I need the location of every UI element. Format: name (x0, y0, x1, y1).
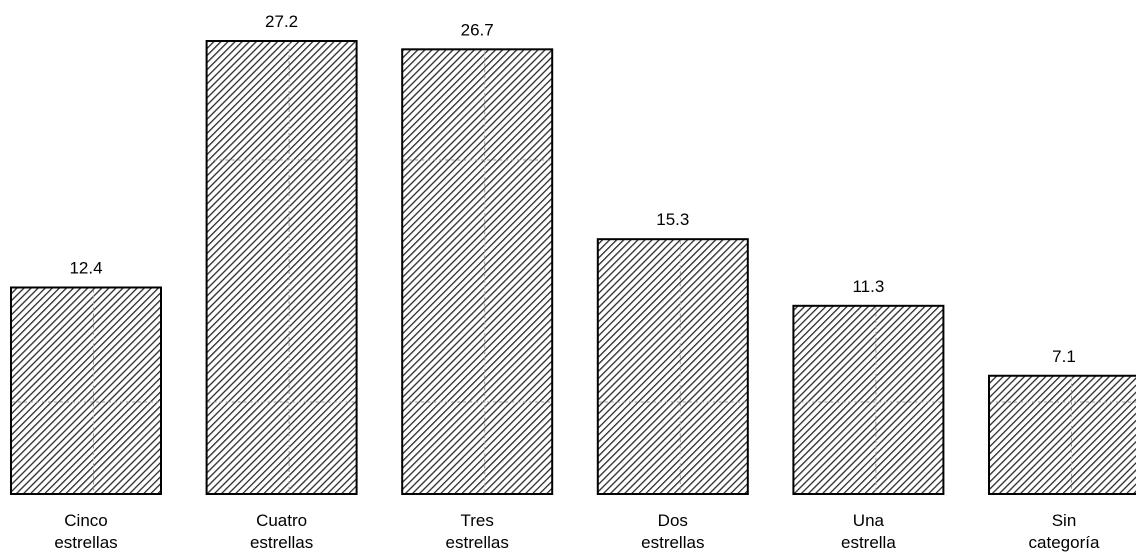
bar-2 (205, 40, 358, 495)
category-label: estrella (841, 533, 896, 552)
category-label: Cinco (64, 511, 107, 530)
category-label: estrellas (250, 533, 313, 552)
bars (10, 40, 1136, 495)
data-label: 26.7 (461, 20, 494, 39)
category-label: Dos (658, 511, 688, 530)
data-label: 11.3 (852, 277, 884, 296)
bar-3 (401, 48, 554, 495)
data-label: 12.4 (69, 258, 102, 277)
data-label: 27.2 (265, 12, 298, 31)
category-label: Cuatro (256, 511, 307, 530)
category-label: Una (853, 511, 885, 530)
value-labels: 12.4 27.2 26.7 15.3 11.3 7.1 (69, 12, 1075, 366)
category-label: estrellas (54, 533, 117, 552)
category-label: estrellas (446, 533, 509, 552)
category-labels: Cinco estrellas Cuatro estrellas Tres estrell… (54, 511, 1100, 552)
bar-5 (792, 304, 945, 495)
gridline-overlay (12, 43, 1136, 493)
category-label: Sin (1052, 511, 1077, 530)
category-label: categoría (1029, 533, 1100, 552)
category-label: Tres (461, 511, 494, 530)
bar-1 (10, 286, 162, 495)
data-label: 7.1 (1052, 347, 1076, 366)
bar-4 (596, 238, 749, 495)
data-label: 15.3 (656, 210, 689, 229)
bar-6 (988, 374, 1136, 495)
category-label: estrellas (641, 533, 704, 552)
